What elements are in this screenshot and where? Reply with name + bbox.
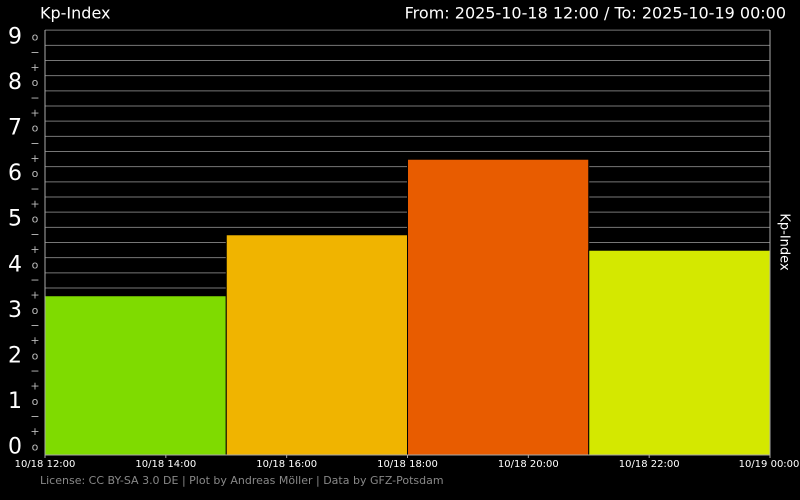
y-sublabel: + bbox=[30, 61, 39, 74]
y-sublabel: − bbox=[30, 91, 39, 104]
x-tick-label: 10/18 16:00 bbox=[256, 459, 317, 470]
y-sublabel: o bbox=[32, 258, 39, 271]
y-tick-label: 1 bbox=[8, 389, 22, 414]
y-sublabel: − bbox=[30, 319, 39, 332]
y-sublabel: − bbox=[30, 182, 39, 195]
y-sublabel: + bbox=[30, 289, 39, 302]
y-sublabel: − bbox=[30, 410, 39, 423]
y-sublabel: − bbox=[30, 228, 39, 241]
y-sublabel: + bbox=[30, 198, 39, 211]
y-sublabel: − bbox=[30, 364, 39, 377]
y-sublabel: o bbox=[32, 31, 39, 44]
x-tick-label: 10/19 00:00 bbox=[739, 459, 800, 470]
bar bbox=[588, 249, 771, 456]
y-sublabel: o bbox=[32, 349, 39, 362]
y-sublabel: o bbox=[32, 76, 39, 89]
y-sublabel: o bbox=[32, 167, 39, 180]
y-tick-label: 9 bbox=[8, 25, 22, 50]
footer: License: CC BY-SA 3.0 DE | Plot by Andre… bbox=[40, 474, 444, 487]
y-sublabel: + bbox=[30, 334, 39, 347]
y-tick-label: 4 bbox=[8, 252, 22, 277]
bar bbox=[44, 295, 227, 456]
y-sublabel: − bbox=[30, 137, 39, 150]
y-sublabel: + bbox=[30, 107, 39, 120]
y-sublabel: + bbox=[30, 243, 39, 256]
y-tick-label: 5 bbox=[8, 207, 22, 232]
y-sublabel: + bbox=[30, 425, 39, 438]
y-tick-label: 6 bbox=[8, 161, 22, 186]
x-tick-label: 10/18 14:00 bbox=[135, 459, 196, 470]
y-sublabel: o bbox=[32, 304, 39, 317]
y-tick-label: 0 bbox=[8, 434, 22, 459]
chart-subtitle: From: 2025-10-18 12:00 / To: 2025-10-19 … bbox=[405, 4, 786, 23]
chart-title: Kp-Index bbox=[40, 4, 110, 23]
x-tick-label: 10/18 20:00 bbox=[498, 459, 559, 470]
y-tick-label: 2 bbox=[8, 343, 22, 368]
y-sublabel: o bbox=[32, 440, 39, 453]
y-sublabel: o bbox=[32, 122, 39, 135]
y-sublabel: + bbox=[30, 380, 39, 393]
y-tick-label: 8 bbox=[8, 70, 22, 95]
y-sublabel: o bbox=[32, 395, 39, 408]
y-sublabel: + bbox=[30, 152, 39, 165]
y-sublabel: − bbox=[30, 46, 39, 59]
x-tick-label: 10/18 22:00 bbox=[619, 459, 680, 470]
y-sublabel: − bbox=[30, 273, 39, 286]
x-tick-label: 10/18 18:00 bbox=[377, 459, 438, 470]
bar bbox=[407, 158, 590, 456]
x-tick-label: 10/18 12:00 bbox=[15, 459, 76, 470]
y-tick-label: 3 bbox=[8, 298, 22, 323]
y-axis-label: Kp-Index bbox=[777, 213, 792, 271]
bar bbox=[225, 234, 408, 456]
y-sublabel: o bbox=[32, 213, 39, 226]
y-tick-label: 7 bbox=[8, 116, 22, 141]
